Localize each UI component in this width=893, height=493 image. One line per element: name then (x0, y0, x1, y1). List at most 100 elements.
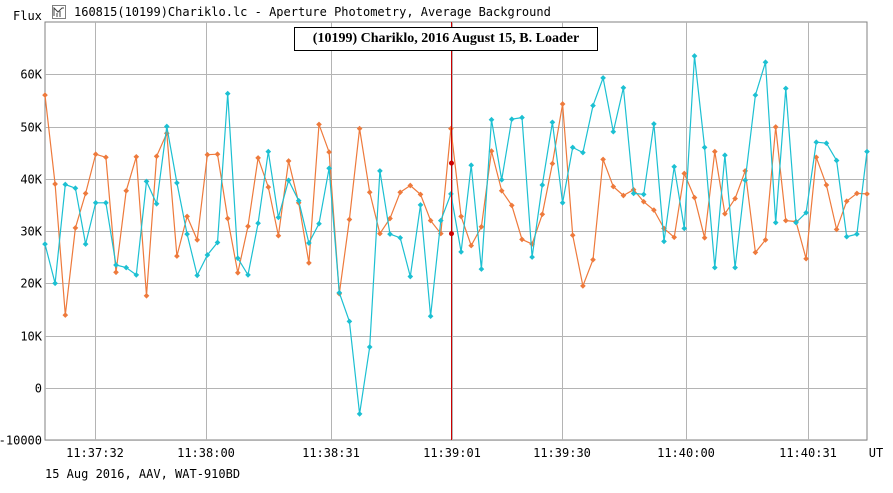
chart-window-icon[interactable] (52, 5, 66, 19)
data-point (508, 202, 515, 209)
data-point (478, 223, 485, 230)
data-point (458, 249, 464, 255)
data-point (681, 225, 688, 232)
data-point (72, 225, 79, 231)
data-point (306, 260, 312, 266)
data-point (478, 266, 485, 272)
data-point (610, 183, 617, 190)
data-point (681, 170, 688, 177)
data-point (133, 272, 140, 278)
data-point (752, 249, 759, 256)
window-title-bar: 160815(10199)Chariklo.lc - Aperture Phot… (52, 4, 551, 20)
data-point (417, 202, 424, 208)
window-title: 160815(10199)Chariklo.lc - Aperture Phot… (74, 5, 551, 19)
y-tick-label: 30K (20, 225, 42, 239)
data-point (864, 191, 870, 197)
data-point (245, 272, 251, 278)
data-point (133, 153, 140, 160)
x-tick-label: 11:39:30 (533, 446, 591, 460)
data-point (488, 148, 495, 154)
data-point (387, 231, 393, 237)
x-tick-label: 11:37:32 (66, 446, 124, 460)
data-point (600, 75, 606, 81)
data-point (204, 252, 211, 258)
data-point (265, 184, 272, 190)
data-point (407, 273, 414, 280)
data-point (468, 162, 475, 169)
data-point (498, 187, 505, 194)
data-point (397, 234, 404, 241)
data-point (772, 124, 779, 130)
y-tick-label: -10000 (0, 434, 42, 448)
data-point (580, 149, 586, 156)
y-tick-label: 10K (20, 330, 42, 344)
data-point (306, 240, 312, 246)
data-point (813, 139, 820, 146)
data-point (184, 213, 190, 220)
data-point (854, 231, 860, 237)
data-point (326, 149, 332, 155)
data-point (833, 157, 840, 164)
data-point (732, 195, 738, 202)
data-point (194, 272, 201, 279)
data-point (326, 165, 332, 172)
data-point (316, 220, 322, 227)
data-point (854, 190, 860, 197)
cursor-marker (449, 160, 454, 166)
data-point (285, 158, 292, 164)
x-axis-unit-label: UT (869, 446, 883, 460)
data-point (569, 144, 576, 151)
data-point (204, 151, 211, 158)
x-tick-label: 11:39:01 (423, 446, 481, 460)
y-tick-label: 0 (35, 382, 42, 396)
data-point (620, 84, 627, 91)
data-point (569, 232, 576, 239)
data-point (458, 213, 464, 220)
data-point (701, 144, 708, 151)
data-point (772, 219, 779, 226)
data-point (92, 199, 99, 206)
data-point (448, 191, 454, 197)
data-point (843, 233, 850, 240)
data-point (793, 219, 799, 226)
data-point (782, 217, 789, 224)
data-point (437, 217, 444, 224)
data-point (539, 211, 546, 218)
data-point (316, 121, 322, 128)
data-point (539, 182, 546, 188)
data-point (113, 269, 119, 276)
data-point (184, 231, 190, 237)
data-point (711, 264, 718, 271)
data-point (275, 214, 282, 221)
data-point (691, 194, 698, 201)
data-point (782, 85, 789, 92)
data-point (143, 178, 150, 185)
data-point (113, 262, 119, 268)
data-point (498, 176, 505, 183)
series-line-1 (44, 55, 868, 414)
data-point (82, 190, 89, 197)
data-point (722, 152, 728, 159)
data-point (387, 215, 393, 222)
data-point (722, 210, 728, 217)
data-point (174, 253, 180, 259)
data-point (519, 114, 525, 121)
cursor-marker (449, 231, 454, 237)
data-point (448, 125, 454, 132)
data-point (163, 123, 170, 130)
data-point (103, 199, 109, 206)
data-point (153, 200, 160, 207)
data-point (356, 125, 363, 132)
data-point (62, 312, 69, 318)
data-point (346, 216, 353, 223)
data-point (843, 198, 850, 205)
x-tick-label: 11:40:00 (657, 446, 715, 460)
data-point (427, 217, 434, 224)
data-point (671, 234, 678, 241)
data-point (803, 255, 809, 262)
data-point (346, 318, 353, 325)
data-point (651, 121, 657, 127)
data-point (823, 140, 830, 147)
y-tick-label: 60K (20, 68, 42, 82)
